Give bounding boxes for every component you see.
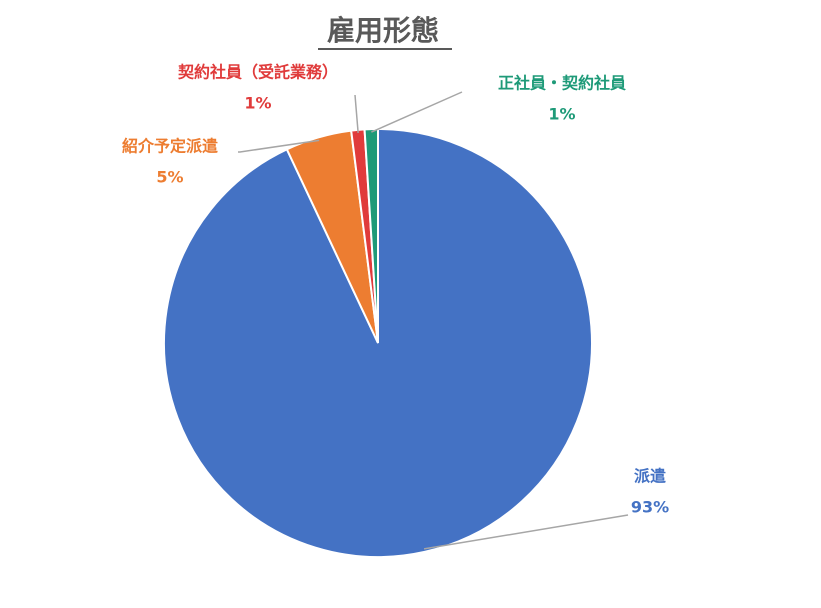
category-label: 派遣 — [634, 467, 666, 486]
category-label: 正社員・契約社員 — [498, 74, 626, 93]
chart-title: 雇用形態 — [327, 14, 439, 47]
leader-line — [354, 94, 359, 133]
leader-line — [423, 514, 629, 550]
value-label: 1% — [548, 105, 575, 124]
leader-line — [371, 91, 463, 133]
value-label: 5% — [156, 168, 183, 187]
category-label: 契約社員（受託業務） — [177, 63, 338, 82]
value-label: 93% — [631, 498, 669, 517]
value-label: 1% — [244, 94, 271, 113]
category-label: 紹介予定派遣 — [122, 137, 218, 156]
leader-line — [238, 139, 320, 153]
